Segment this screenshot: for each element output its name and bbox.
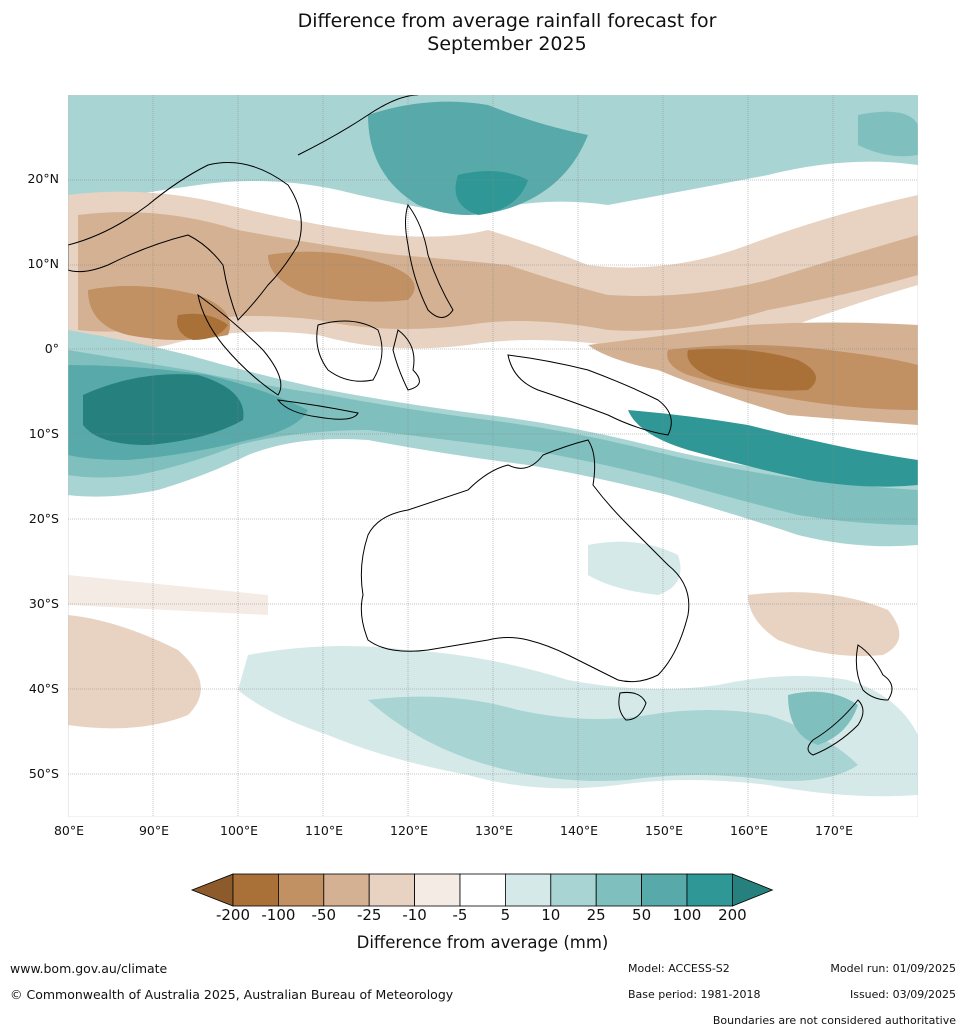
colorbar-bin bbox=[323, 873, 370, 907]
footer-copyright: © Commonwealth of Australia 2025, Austra… bbox=[10, 987, 454, 1002]
north-teal-core bbox=[368, 101, 588, 215]
new-zealand-south bbox=[807, 699, 864, 756]
sulawesi-coastline bbox=[392, 329, 420, 391]
lat-label-40s: 40°S bbox=[28, 681, 59, 696]
china-coastline bbox=[297, 95, 419, 156]
lon-label-150e: 150°E bbox=[644, 823, 684, 838]
colorbar-bin bbox=[414, 873, 461, 907]
footer-disclaimer: Boundaries are not considered authoritat… bbox=[712, 1014, 956, 1027]
colorbar-bin bbox=[550, 873, 597, 907]
lon-label-160e: 160°E bbox=[729, 823, 769, 838]
footer-url[interactable]: www.bom.gov.au/climate bbox=[10, 961, 168, 976]
map-canvas bbox=[68, 95, 918, 817]
lon-label-130e: 130°E bbox=[474, 823, 514, 838]
lon-label-100e: 100°E bbox=[219, 823, 259, 838]
colorbar-bin bbox=[504, 873, 552, 907]
colorbar-tick-label: 200 bbox=[718, 906, 747, 924]
north-dry-core-center bbox=[268, 251, 415, 302]
chart-title: Difference from average rainfall forecas… bbox=[0, 10, 965, 56]
mainland-asia-coastline bbox=[68, 162, 302, 321]
footer-model-run: Model run: 01/09/2025 bbox=[830, 962, 956, 975]
philippines-coastline bbox=[405, 203, 454, 318]
south-teal-patch-2 bbox=[368, 696, 858, 781]
coastlines bbox=[68, 95, 893, 756]
colorbar-tick-label: -200 bbox=[215, 906, 251, 924]
colorbar-tick-label: -5 bbox=[452, 906, 468, 924]
new-zealand-north bbox=[855, 644, 893, 701]
colorbar-extend-low bbox=[190, 873, 234, 907]
colorbar-bin bbox=[368, 873, 415, 907]
south-brown-patch-2 bbox=[748, 592, 900, 656]
lon-label-170e: 170°E bbox=[814, 823, 854, 838]
java-coastline bbox=[276, 399, 359, 420]
lat-label-30s: 30°S bbox=[28, 596, 59, 611]
lat-label-50s: 50°S bbox=[28, 766, 59, 781]
colorbar-tick-label: 25 bbox=[586, 906, 606, 924]
colorbar-tick-label: 50 bbox=[632, 906, 652, 924]
colorbar-tick-label: 100 bbox=[672, 906, 702, 924]
lat-label-10s: 10°S bbox=[28, 426, 59, 441]
footer-issued: Issued: 03/09/2025 bbox=[849, 988, 956, 1001]
colorbar-extend-high bbox=[732, 873, 774, 907]
new-guinea-coastline bbox=[507, 354, 672, 436]
ne-teal-patch bbox=[858, 111, 918, 157]
lon-label-90e: 90°E bbox=[138, 823, 170, 838]
lon-label-140e: 140°E bbox=[559, 823, 599, 838]
sumatra-coastline bbox=[197, 293, 282, 396]
tasman-wet-patch bbox=[788, 691, 858, 745]
colorbar-tick-label: -100 bbox=[261, 906, 296, 924]
footer-model: Model: ACCESS-S2 bbox=[628, 962, 730, 975]
colorbar-bin bbox=[232, 873, 279, 907]
borneo-coastline bbox=[316, 320, 383, 382]
lon-label-120e: 120°E bbox=[389, 823, 429, 838]
colorbar-tick-label: -25 bbox=[356, 906, 382, 924]
australia-coastline bbox=[360, 439, 690, 683]
rainfall-map bbox=[68, 95, 918, 817]
lon-label-110e: 110°E bbox=[304, 823, 344, 838]
north-dry-band-mid bbox=[78, 212, 918, 332]
east-dry-darkest bbox=[687, 348, 816, 391]
colorbar-bin bbox=[686, 873, 733, 907]
lat-label-0: 0° bbox=[44, 341, 59, 356]
map-gridlines bbox=[68, 95, 918, 817]
colorbar-tick-label: 10 bbox=[541, 906, 561, 924]
colorbar-bin bbox=[278, 873, 325, 907]
title-line-2: September 2025 bbox=[427, 33, 587, 55]
south-brown-patch-1 bbox=[68, 615, 201, 729]
colorbar-bin bbox=[459, 873, 506, 907]
colorbar-svg bbox=[190, 873, 774, 907]
colorbar-tick-label: -50 bbox=[311, 906, 337, 924]
colorbar bbox=[190, 872, 775, 912]
dry-core-west-dark bbox=[177, 313, 228, 340]
coral-sea-wet-core bbox=[628, 410, 918, 487]
lat-label-20s: 20°S bbox=[28, 511, 59, 526]
lon-label-80e: 80°E bbox=[53, 823, 85, 838]
south-brown-patch-3 bbox=[68, 575, 268, 615]
colorbar-tick-label: -10 bbox=[402, 906, 427, 924]
title-line-1: Difference from average rainfall forecas… bbox=[297, 10, 717, 32]
colorbar-tick-label: 5 bbox=[500, 906, 511, 924]
colorbar-bin bbox=[641, 873, 688, 907]
tasmania-coastline bbox=[618, 692, 647, 721]
colorbar-bin bbox=[595, 873, 643, 907]
north-teal-dark bbox=[455, 171, 528, 215]
lat-label-20n: 20°N bbox=[27, 171, 59, 186]
footer-base-period: Base period: 1981-2018 bbox=[628, 988, 761, 1001]
colorbar-label: Difference from average (mm) bbox=[356, 933, 609, 952]
indian-ocean-wet-darkest bbox=[83, 374, 244, 445]
lat-label-10n: 10°N bbox=[27, 256, 59, 271]
